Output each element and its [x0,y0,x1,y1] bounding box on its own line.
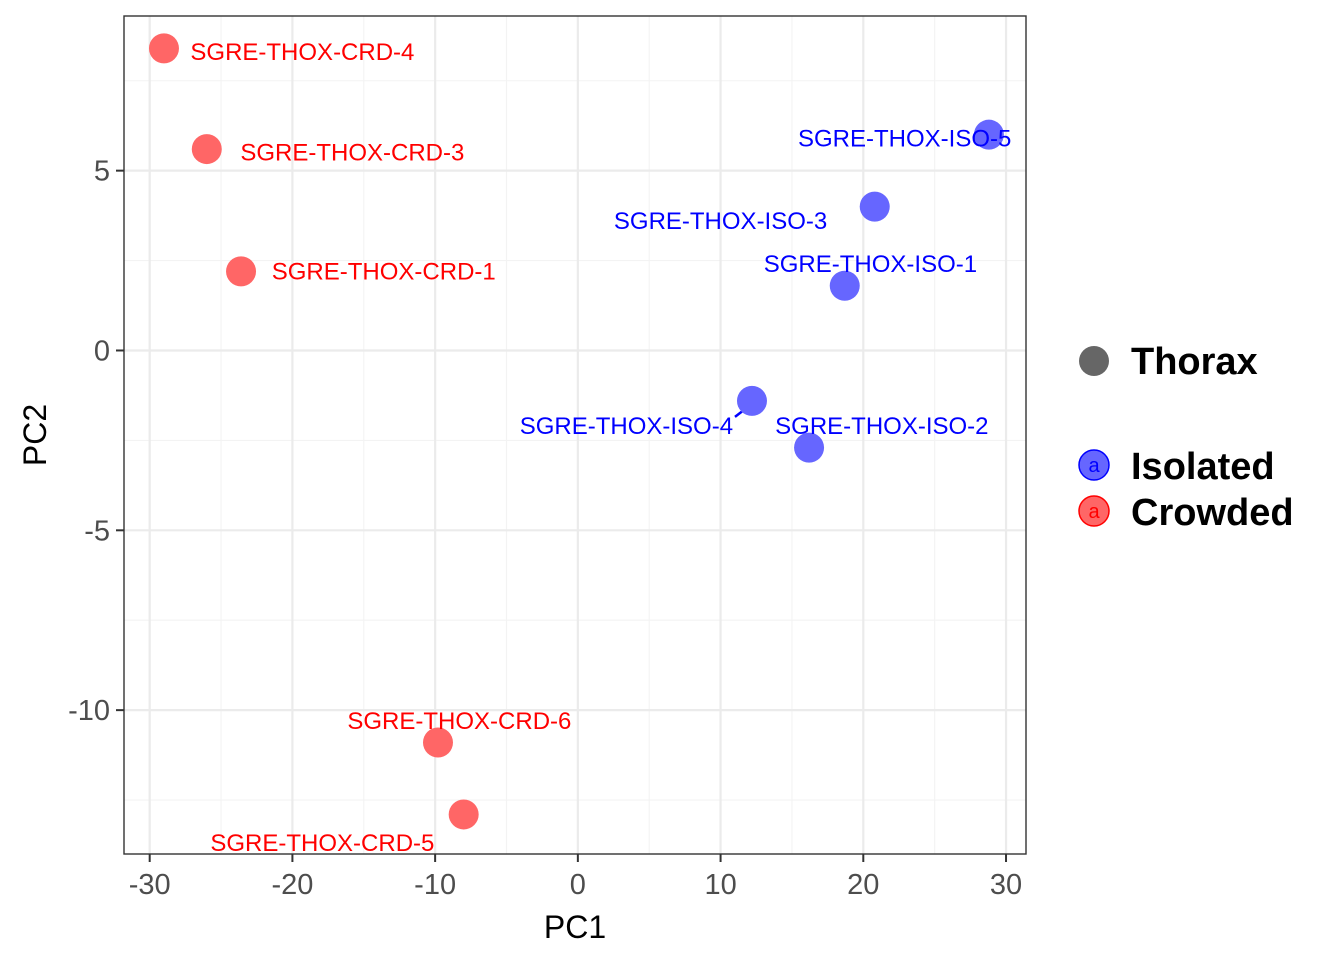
y-tick-label: -5 [84,515,110,547]
data-label: SGRE-THOX-ISO-1 [764,251,977,278]
legend-thorax-shape-icon [1079,346,1109,376]
y-axis-title: PC2 [17,404,53,466]
data-point [191,134,222,165]
x-tick-label: 0 [570,869,586,901]
point-labels: SGRE-THOX-ISO-5 SGRE-THOX-ISO-3 SGRE-THOX-… [190,39,1011,857]
data-point [422,727,453,758]
plot-panel-border [123,15,1027,855]
data-label: SGRE-THOX-ISO-4 [520,413,733,440]
legend-crowded-label: Crowded [1131,492,1294,534]
legend-crowded-key-text: a [1088,501,1100,523]
x-tick-label: 30 [990,869,1022,901]
legend-isolated-label: Isolated [1131,446,1275,488]
legend: Thorax a Isolated a Crowded [1078,341,1294,534]
data-label: SGRE-THOX-CRD-1 [272,258,496,285]
legend-isolated-key-text: a [1088,455,1100,477]
data-label: SGRE-THOX-CRD-6 [347,708,571,735]
axes: -30 -20 -10 0 10 20 30 -10 -5 0 5 [68,156,1022,901]
data-label: SGRE-THOX-CRD-5 [210,830,434,857]
x-axis-title: PC1 [544,909,606,945]
x-tick-label: 10 [704,869,736,901]
x-tick-label: -30 [129,869,171,901]
grid [124,16,1026,854]
legend-crowded-key-icon [1078,495,1110,527]
x-tick-label: -10 [414,869,456,901]
data-point [794,432,825,463]
data-label: SGRE-THOX-ISO-2 [775,413,988,440]
data-point [226,256,257,287]
data-point [448,799,479,830]
data-label: SGRE-THOX-ISO-3 [614,208,827,235]
data-point [148,33,179,64]
data-label: SGRE-THOX-ISO-5 [798,125,1011,152]
data-point [829,270,860,301]
legend-isolated-key-icon [1078,449,1110,481]
x-tick-label: -20 [271,869,313,901]
x-tick-label: 20 [847,869,879,901]
legend-shape-title: Thorax [1131,341,1258,383]
y-tick-label: 5 [94,156,110,188]
data-point [973,119,1004,150]
data-point [859,191,890,222]
data-point [736,385,767,416]
data-label: SGRE-THOX-CRD-3 [240,140,464,167]
points [148,33,1004,830]
data-label: SGRE-THOX-CRD-4 [190,39,414,66]
y-tick-label: -10 [68,695,110,727]
y-tick-label: 0 [94,335,110,367]
